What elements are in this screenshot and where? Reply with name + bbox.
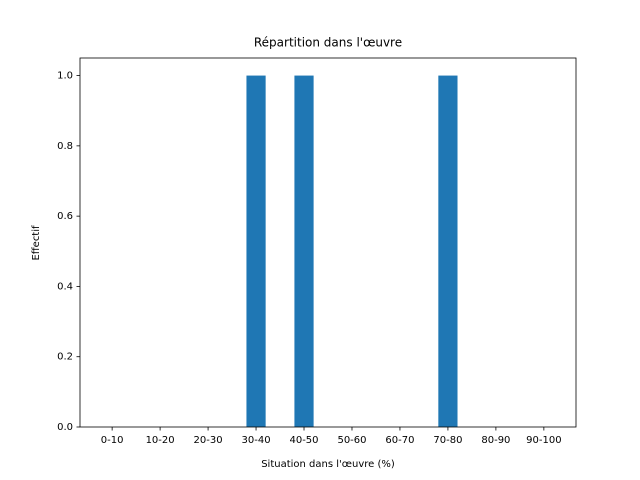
bar: [246, 75, 266, 428]
x-tick-label: 30-40: [242, 435, 271, 446]
plot-frame: [79, 57, 577, 428]
y-axis-label: Effectif: [31, 225, 42, 261]
x-tick-label: 90-100: [526, 435, 561, 446]
y-tick-label: 0.2: [57, 352, 73, 363]
y-tick-label: 0.6: [57, 211, 73, 222]
y-tick-label: 0.4: [57, 281, 73, 292]
x-tick-label: 10-20: [146, 435, 175, 446]
y-tick-label: 1.0: [57, 71, 73, 82]
x-tick-label: 50-60: [337, 435, 366, 446]
x-tick-label: 0-10: [101, 435, 124, 446]
y-tick-label: 0.8: [57, 141, 73, 152]
bar: [438, 75, 458, 428]
x-tick-label: 40-50: [289, 435, 318, 446]
x-tick-label: 70-80: [433, 435, 462, 446]
x-tick-label: 60-70: [385, 435, 414, 446]
chart-title: Répartition dans l'œuvre: [254, 36, 402, 50]
x-tick-label: 20-30: [194, 435, 223, 446]
x-tick-label: 80-90: [481, 435, 510, 446]
x-axis-label: Situation dans l'œuvre (%): [261, 459, 395, 470]
bar: [294, 75, 314, 428]
y-tick-label: 0.0: [57, 422, 73, 433]
